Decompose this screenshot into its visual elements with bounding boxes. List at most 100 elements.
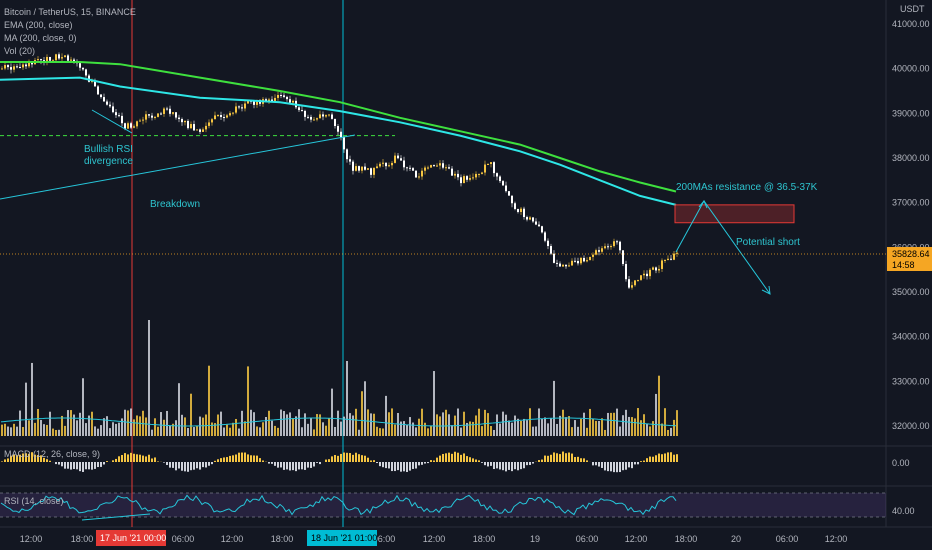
volume-bar: [262, 422, 264, 436]
candle-body: [145, 114, 147, 120]
candle-body: [265, 99, 267, 102]
macd-bar: [235, 454, 237, 462]
macd-bar: [676, 454, 678, 462]
indicator-ema[interactable]: EMA (200, close): [4, 20, 73, 30]
candle-body: [232, 112, 234, 114]
macd-bar: [628, 462, 630, 468]
macd-bar: [547, 455, 549, 462]
candle-body: [160, 113, 162, 115]
volume-bar: [505, 414, 507, 436]
candle-body: [181, 119, 183, 123]
volume-bar: [61, 415, 63, 436]
volume-bar: [619, 426, 621, 436]
macd-bar: [583, 458, 585, 462]
macd-bar: [187, 462, 189, 472]
macd-bar: [79, 462, 81, 472]
volume-bar: [673, 419, 675, 436]
volume-bar: [265, 416, 267, 436]
candle-body: [178, 117, 180, 120]
macd-bar: [559, 454, 561, 462]
volume-bar: [457, 408, 459, 436]
rsi-label[interactable]: RSI (14, close): [4, 496, 64, 506]
volume-bar: [109, 428, 111, 436]
indicator-vol[interactable]: Vol (20): [4, 46, 35, 56]
volume-bar: [544, 417, 546, 436]
volume-bar: [247, 366, 249, 436]
candle-body: [43, 60, 45, 62]
macd-bar: [199, 462, 201, 470]
macd-bar: [367, 457, 369, 462]
macd-bar: [304, 462, 306, 470]
candle-body: [514, 203, 516, 209]
volume-bar: [652, 421, 654, 436]
volume-bar: [409, 417, 411, 436]
macd-bar: [571, 453, 573, 462]
volume-bar: [352, 415, 354, 436]
volume-bar: [388, 412, 390, 436]
volume-bar: [4, 423, 6, 436]
macd-bar: [520, 462, 522, 470]
candle-body: [100, 94, 102, 98]
volume-bar: [658, 375, 660, 436]
candle-body: [7, 65, 9, 68]
macd-bar: [646, 458, 648, 462]
time-tick: 06:00: [373, 534, 396, 544]
candle-body: [277, 95, 279, 98]
macd-bar: [370, 460, 372, 462]
volume-bar: [256, 426, 258, 436]
volume-bar: [112, 422, 114, 436]
price-axis-ticks: 41000.00 40000.00 39000.00 38000.00 37000.00…: [892, 19, 930, 431]
macd-bar: [247, 454, 249, 462]
volume-bar: [442, 412, 444, 436]
volume-bar: [403, 421, 405, 436]
macd-bar: [46, 459, 48, 462]
volume-bar: [424, 422, 426, 436]
ascending-trendline: [0, 134, 356, 200]
candle-body: [631, 285, 633, 288]
macd-bar: [85, 462, 87, 470]
macd-label[interactable]: MACD (12, 26, close, 9): [4, 449, 100, 459]
volume-bar: [364, 381, 366, 436]
volume-bar: [538, 408, 540, 436]
candle-body: [157, 113, 159, 117]
volume-bar: [520, 420, 522, 436]
macd-bar: [601, 462, 603, 468]
volume-bar: [220, 411, 222, 436]
candle-body: [502, 181, 504, 186]
volume-bar: [277, 427, 279, 436]
volume-bar: [64, 425, 66, 436]
candle-body: [517, 208, 519, 212]
volume-bar: [637, 408, 639, 436]
volume-bar: [31, 362, 33, 436]
price-tick: 39000.00: [892, 108, 930, 118]
macd-bar: [340, 453, 342, 462]
volume-bar: [193, 427, 195, 436]
volume-bar: [373, 413, 375, 436]
macd-bar: [649, 456, 651, 462]
candle-body: [622, 250, 624, 265]
volume-bar: [259, 427, 261, 436]
resistance-arrowhead: [698, 200, 708, 209]
candle-body: [16, 66, 18, 68]
candle-body: [151, 115, 153, 118]
time-tick: 19: [530, 534, 540, 544]
volume-bar: [640, 420, 642, 436]
macd-bar: [517, 462, 519, 471]
candle-body: [454, 173, 456, 176]
volume-bar: [391, 408, 393, 436]
macd-bar: [286, 462, 288, 470]
volume-bar: [190, 393, 192, 436]
indicator-ma[interactable]: MA (200, close, 0): [4, 33, 77, 43]
volume-bar: [1, 424, 3, 436]
macd-bar: [43, 457, 45, 462]
candle-body: [286, 96, 288, 100]
volume-bar: [475, 415, 477, 436]
annotation-resistance: 200MAs resistance @ 36.5-37K: [676, 182, 818, 193]
rsi-band: [0, 493, 886, 517]
candle-body: [223, 117, 225, 119]
volume-bar: [610, 412, 612, 436]
macd-bar: [436, 457, 438, 462]
volume-bar: [604, 429, 606, 436]
volume-bar: [298, 409, 300, 436]
